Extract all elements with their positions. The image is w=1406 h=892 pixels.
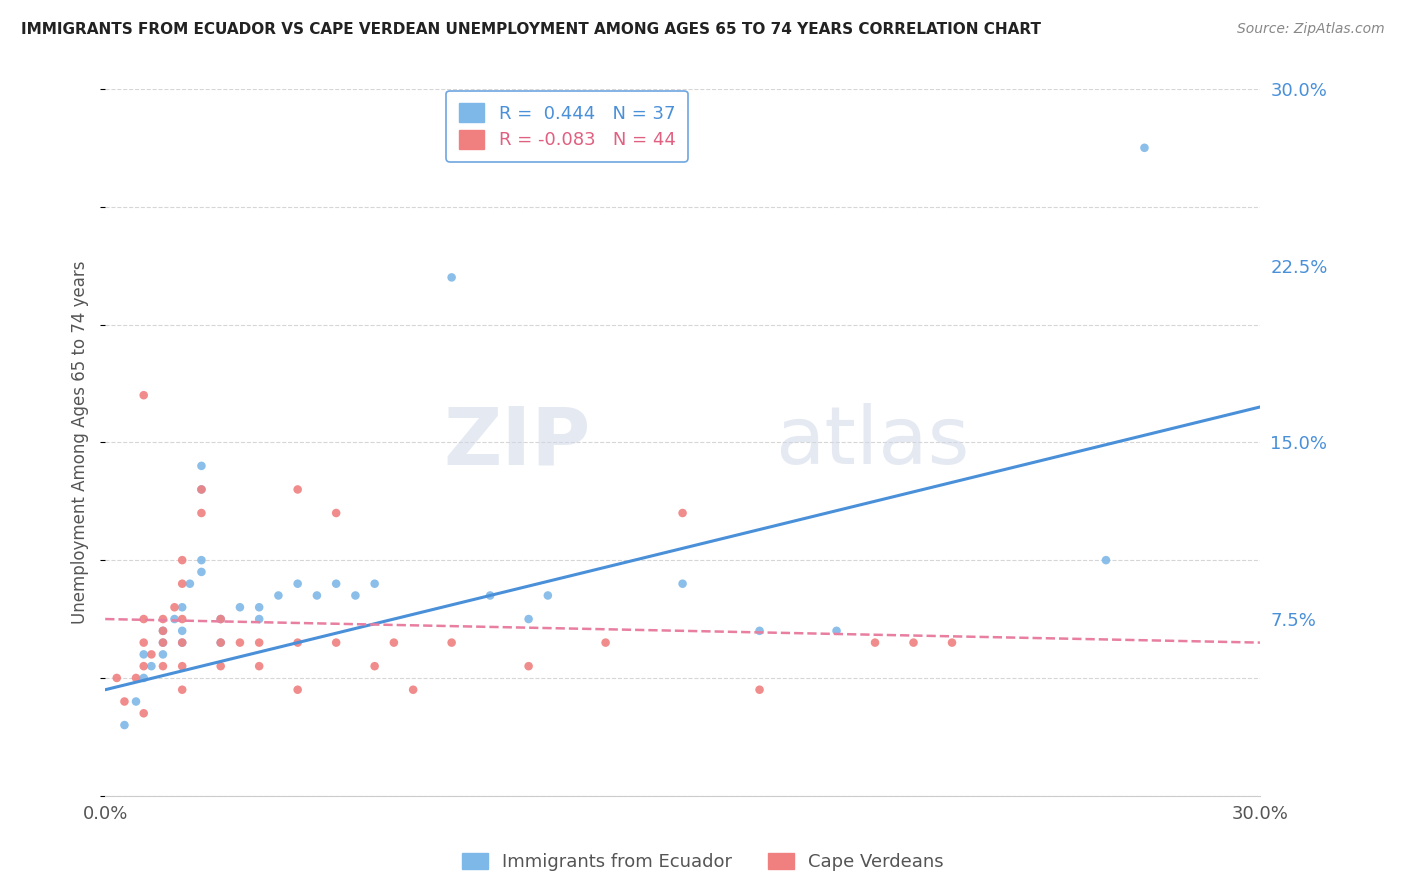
Point — [209, 635, 232, 649]
Point — [132, 648, 155, 662]
Point — [325, 635, 347, 649]
Point — [344, 589, 367, 603]
Point — [247, 600, 270, 615]
Point — [152, 635, 174, 649]
Point — [229, 635, 252, 649]
Point — [748, 624, 770, 638]
Legend: R =  0.444   N = 37, R = -0.083   N = 44: R = 0.444 N = 37, R = -0.083 N = 44 — [446, 91, 688, 162]
Point — [537, 589, 560, 603]
Point — [172, 635, 194, 649]
Point — [179, 576, 201, 591]
Point — [190, 565, 212, 579]
Point — [382, 635, 405, 649]
Point — [903, 635, 925, 649]
Point — [671, 506, 693, 520]
Point — [132, 612, 155, 626]
Point — [172, 659, 194, 673]
Point — [172, 624, 194, 638]
Point — [247, 635, 270, 649]
Point — [190, 483, 212, 497]
Point — [163, 600, 186, 615]
Point — [325, 576, 347, 591]
Point — [748, 682, 770, 697]
Point — [152, 624, 174, 638]
Point — [517, 659, 540, 673]
Point — [141, 659, 163, 673]
Point — [287, 576, 309, 591]
Point — [141, 648, 163, 662]
Point — [440, 270, 463, 285]
Point — [172, 612, 194, 626]
Point — [132, 635, 155, 649]
Text: atlas: atlas — [775, 403, 969, 482]
Point — [172, 576, 194, 591]
Point — [479, 589, 502, 603]
Point — [190, 483, 212, 497]
Point — [152, 648, 174, 662]
Point — [941, 635, 963, 649]
Point — [209, 635, 232, 649]
Point — [114, 718, 136, 732]
Text: ZIP: ZIP — [443, 403, 591, 482]
Point — [863, 635, 886, 649]
Point — [105, 671, 128, 685]
Point — [229, 600, 252, 615]
Point — [595, 635, 617, 649]
Point — [363, 659, 385, 673]
Point — [190, 553, 212, 567]
Point — [247, 612, 270, 626]
Point — [325, 506, 347, 520]
Point — [402, 682, 425, 697]
Point — [114, 694, 136, 708]
Point — [825, 624, 848, 638]
Point — [190, 458, 212, 473]
Point — [209, 659, 232, 673]
Text: IMMIGRANTS FROM ECUADOR VS CAPE VERDEAN UNEMPLOYMENT AMONG AGES 65 TO 74 YEARS C: IMMIGRANTS FROM ECUADOR VS CAPE VERDEAN … — [21, 22, 1040, 37]
Point — [363, 576, 385, 591]
Point — [163, 612, 186, 626]
Point — [671, 576, 693, 591]
Point — [209, 612, 232, 626]
Point — [1095, 553, 1118, 567]
Text: Source: ZipAtlas.com: Source: ZipAtlas.com — [1237, 22, 1385, 37]
Point — [132, 706, 155, 721]
Point — [125, 671, 148, 685]
Point — [132, 388, 155, 402]
Point — [287, 483, 309, 497]
Point — [1133, 141, 1156, 155]
Point — [152, 624, 174, 638]
Point — [132, 659, 155, 673]
Y-axis label: Unemployment Among Ages 65 to 74 years: Unemployment Among Ages 65 to 74 years — [72, 260, 89, 624]
Point — [152, 635, 174, 649]
Legend: Immigrants from Ecuador, Cape Verdeans: Immigrants from Ecuador, Cape Verdeans — [456, 846, 950, 879]
Point — [247, 659, 270, 673]
Point — [287, 682, 309, 697]
Point — [287, 635, 309, 649]
Point — [125, 694, 148, 708]
Point — [132, 671, 155, 685]
Point — [172, 553, 194, 567]
Point — [209, 612, 232, 626]
Point — [517, 612, 540, 626]
Point — [152, 659, 174, 673]
Point — [172, 635, 194, 649]
Point — [172, 600, 194, 615]
Point — [267, 589, 290, 603]
Point — [172, 682, 194, 697]
Point — [152, 612, 174, 626]
Point — [440, 635, 463, 649]
Point — [305, 589, 328, 603]
Point — [190, 506, 212, 520]
